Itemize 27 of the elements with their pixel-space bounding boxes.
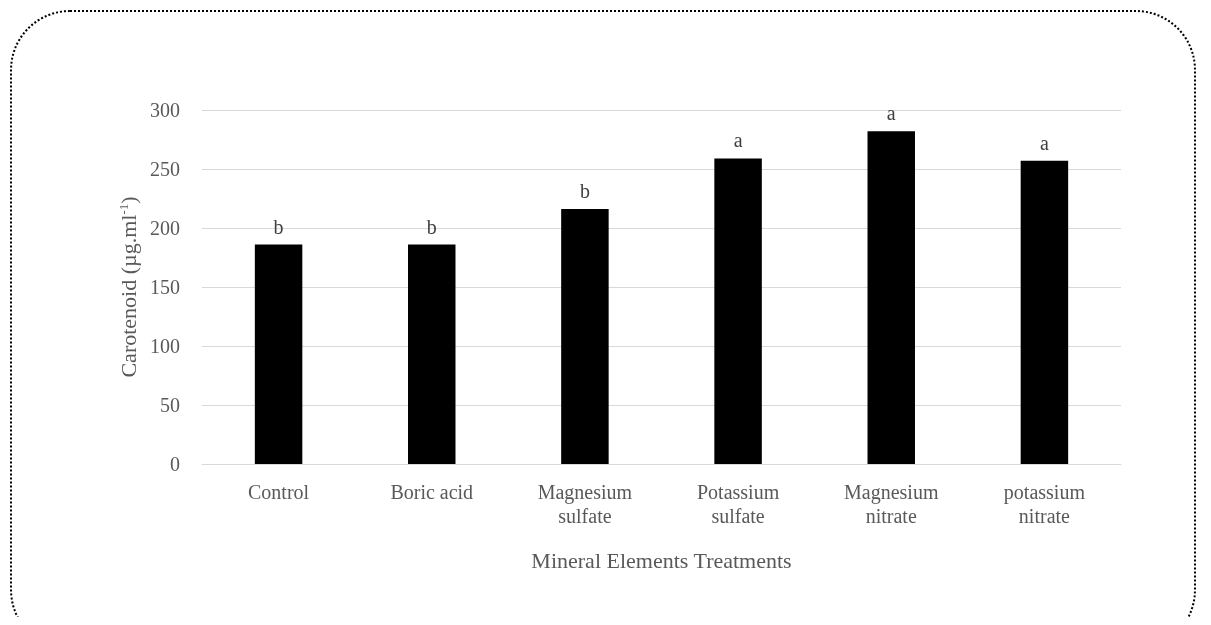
y-tick-label: 300: [150, 99, 180, 121]
y-tick-label: 100: [150, 335, 180, 357]
bar: [714, 158, 762, 464]
x-axis-title: Mineral Elements Treatments: [531, 547, 792, 573]
y-tick-label: 150: [150, 276, 180, 298]
y-tick-label: 50: [160, 394, 180, 416]
annotation: b: [579, 180, 590, 203]
bar: [561, 209, 609, 464]
y-axis-title: Carotenoid (µg.ml-1): [115, 196, 141, 378]
x-tick-label: Magnesium sulfate: [537, 481, 633, 527]
annotation: b: [426, 215, 437, 238]
y-tick-label: 200: [150, 217, 180, 239]
x-tick-label: Boric acid: [390, 481, 474, 503]
annotation: a: [733, 129, 743, 152]
x-tick-label: Control: [248, 481, 310, 503]
annotation: b: [273, 215, 284, 238]
x-tick-label: Potassium sulfate: [696, 481, 780, 527]
annotation: a: [886, 102, 896, 125]
y-tick-label: 250: [150, 158, 180, 180]
bar: [254, 244, 303, 464]
annotation: a: [1039, 131, 1049, 154]
bar: [1020, 160, 1069, 464]
x-tick-label: potassium nitrate: [1003, 481, 1086, 527]
x-tick-label: Magnesium nitrate: [844, 481, 939, 527]
bar: [408, 244, 456, 464]
y-tick-label: 0: [170, 453, 180, 475]
bar: [867, 131, 915, 464]
